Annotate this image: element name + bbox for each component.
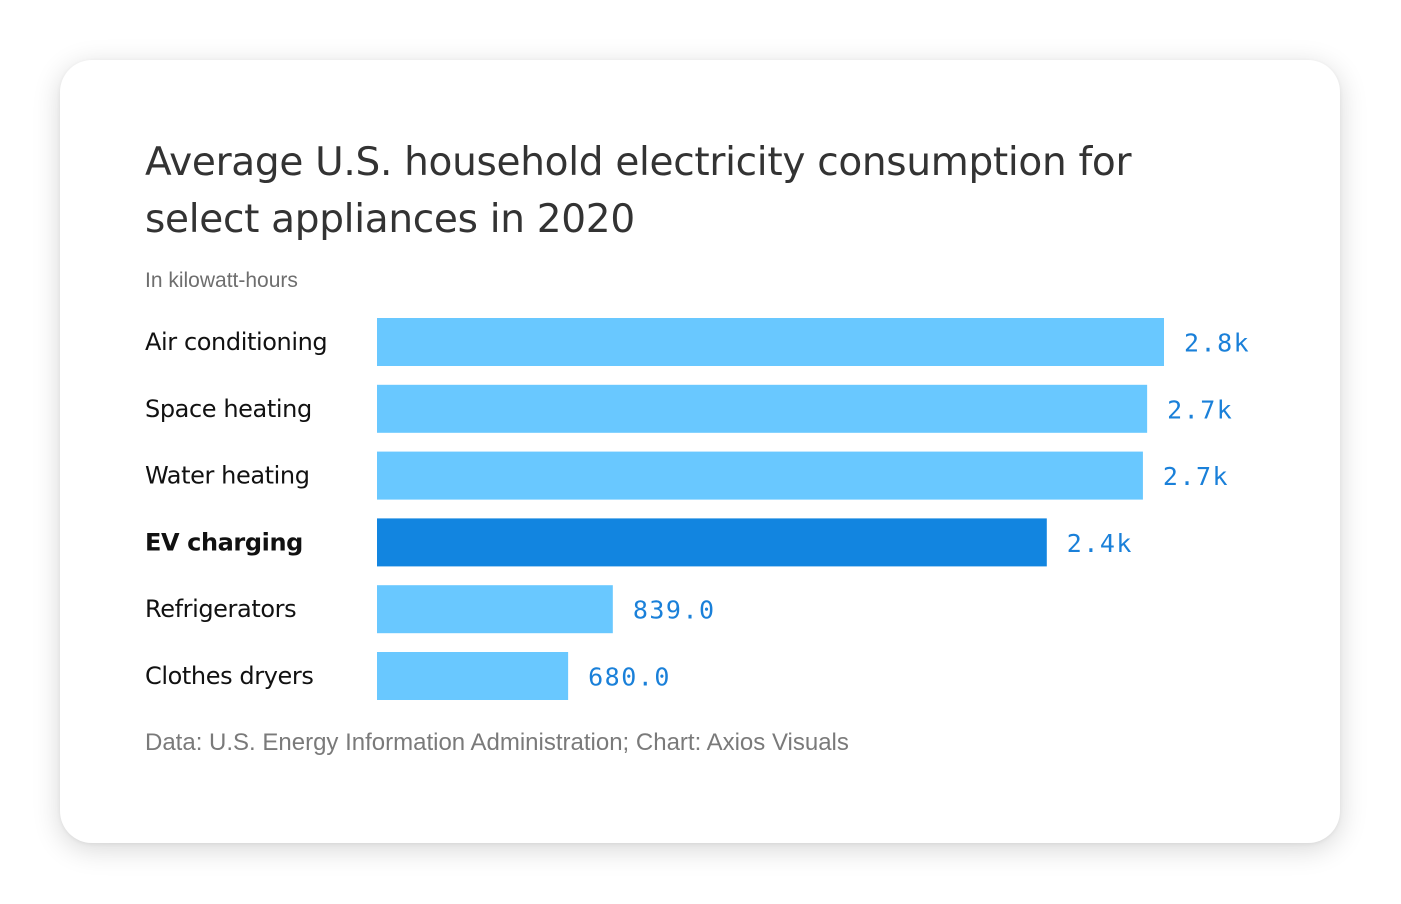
category-label-space-heating: Space heating [145, 395, 312, 423]
bar-refrigerators [377, 585, 613, 634]
source-note: Data: U.S. Energy Information Administra… [145, 729, 849, 756]
chart-title: Average U.S. household electricity consu… [145, 140, 1132, 242]
category-label-refrigerators: Refrigerators [145, 595, 296, 623]
value-label-refrigerators: 839.0 [633, 596, 716, 625]
chart-subtitle: In kilowatt-hours [145, 269, 298, 292]
category-label-ev-charging: EV charging [145, 528, 303, 556]
category-label-water-heating: Water heating [145, 462, 310, 490]
value-label-ev-charging: 2.4k [1067, 529, 1133, 558]
value-label-air-conditioning: 2.8k [1184, 329, 1250, 358]
bar-space-heating [377, 384, 1148, 433]
category-label-clothes-dryers: Clothes dryers [145, 662, 313, 690]
value-label-water-heating: 2.7k [1163, 462, 1229, 491]
value-label-clothes-dryers: 680.0 [588, 663, 671, 692]
bar-water-heating [377, 451, 1143, 500]
bar-chart: Air conditioning 2.8k Space heating 2.7k Wat… [145, 318, 1250, 700]
bar-air-conditioning [377, 318, 1164, 366]
chart-card: Average U.S. household electricity consu… [60, 60, 1340, 843]
bar-clothes-dryers [377, 652, 569, 700]
bar-ev-charging [377, 518, 1047, 567]
value-label-space-heating: 2.7k [1167, 395, 1233, 424]
category-label-air-conditioning: Air conditioning [145, 328, 327, 356]
